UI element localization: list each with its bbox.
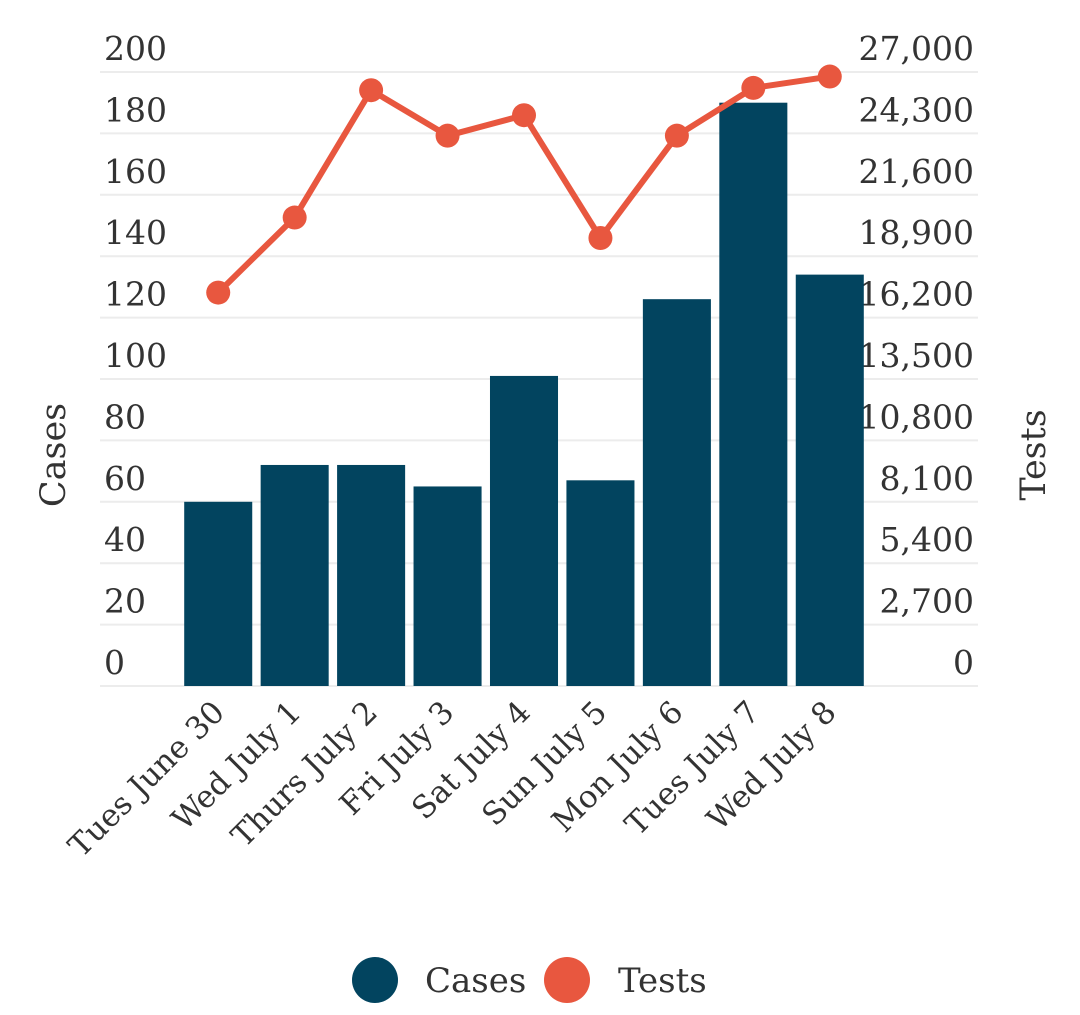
y-axis-left-title: Cases [34, 403, 74, 507]
legend-cases-marker [352, 957, 398, 1003]
y-tick-label: 140 [104, 213, 167, 252]
y2-tick-label: 27,000 [859, 29, 974, 68]
tests-line [206, 64, 842, 305]
y-tick-label: 100 [104, 336, 167, 375]
point-tests [588, 226, 613, 251]
legend: Cases Tests [352, 957, 707, 1003]
y-axis-right-ticks: 0 2,700 5,400 8,100 10,800 13,500 16,200 18,900… [859, 29, 974, 682]
y-tick-label: 80 [104, 397, 146, 436]
bar-cases [489, 375, 559, 686]
y2-tick-label: 13,500 [859, 336, 974, 375]
y2-tick-label: 2,700 [880, 582, 974, 621]
bar-cases [413, 486, 482, 686]
legend-tests-label: Tests [618, 961, 707, 1001]
y2-tick-label: 16,200 [859, 275, 974, 314]
y-tick-label: 0 [104, 643, 125, 682]
bar-cases [719, 102, 788, 686]
bar-cases [795, 274, 864, 686]
bar-cases [184, 501, 253, 686]
y-tick-label: 160 [104, 152, 167, 191]
y2-tick-label: 8,100 [880, 459, 974, 498]
point-tests [206, 280, 231, 305]
y2-tick-label: 21,600 [859, 152, 974, 191]
point-tests [512, 103, 536, 128]
bar-cases [337, 464, 406, 686]
y2-tick-label: 0 [953, 643, 974, 682]
y2-tick-label: 18,900 [859, 213, 974, 252]
y2-tick-label: 10,800 [859, 397, 974, 436]
legend-tests-marker [544, 957, 590, 1003]
y-axis-right-title: Tests [1014, 409, 1054, 500]
point-tests [359, 78, 384, 103]
bar-cases [260, 464, 329, 686]
y-tick-label: 60 [104, 459, 146, 498]
cases-bars [184, 102, 864, 686]
y-axis-left-ticks: 0 20 40 60 80 100 120 140 160 180 200 [104, 29, 167, 682]
point-tests [741, 75, 766, 100]
y-tick-label: 200 [104, 29, 167, 68]
y2-tick-label: 5,400 [880, 520, 974, 559]
y-tick-label: 20 [104, 582, 146, 621]
point-tests [817, 64, 842, 89]
y-tick-label: 40 [104, 520, 146, 559]
bar-cases [642, 299, 711, 686]
y-tick-label: 120 [104, 275, 167, 314]
legend-cases-label: Cases [425, 961, 526, 1001]
point-tests [282, 205, 307, 230]
y-tick-label: 180 [104, 90, 167, 129]
bar-cases [566, 480, 635, 686]
point-tests [435, 123, 460, 148]
y2-tick-label: 24,300 [859, 90, 974, 129]
point-tests [664, 123, 689, 148]
